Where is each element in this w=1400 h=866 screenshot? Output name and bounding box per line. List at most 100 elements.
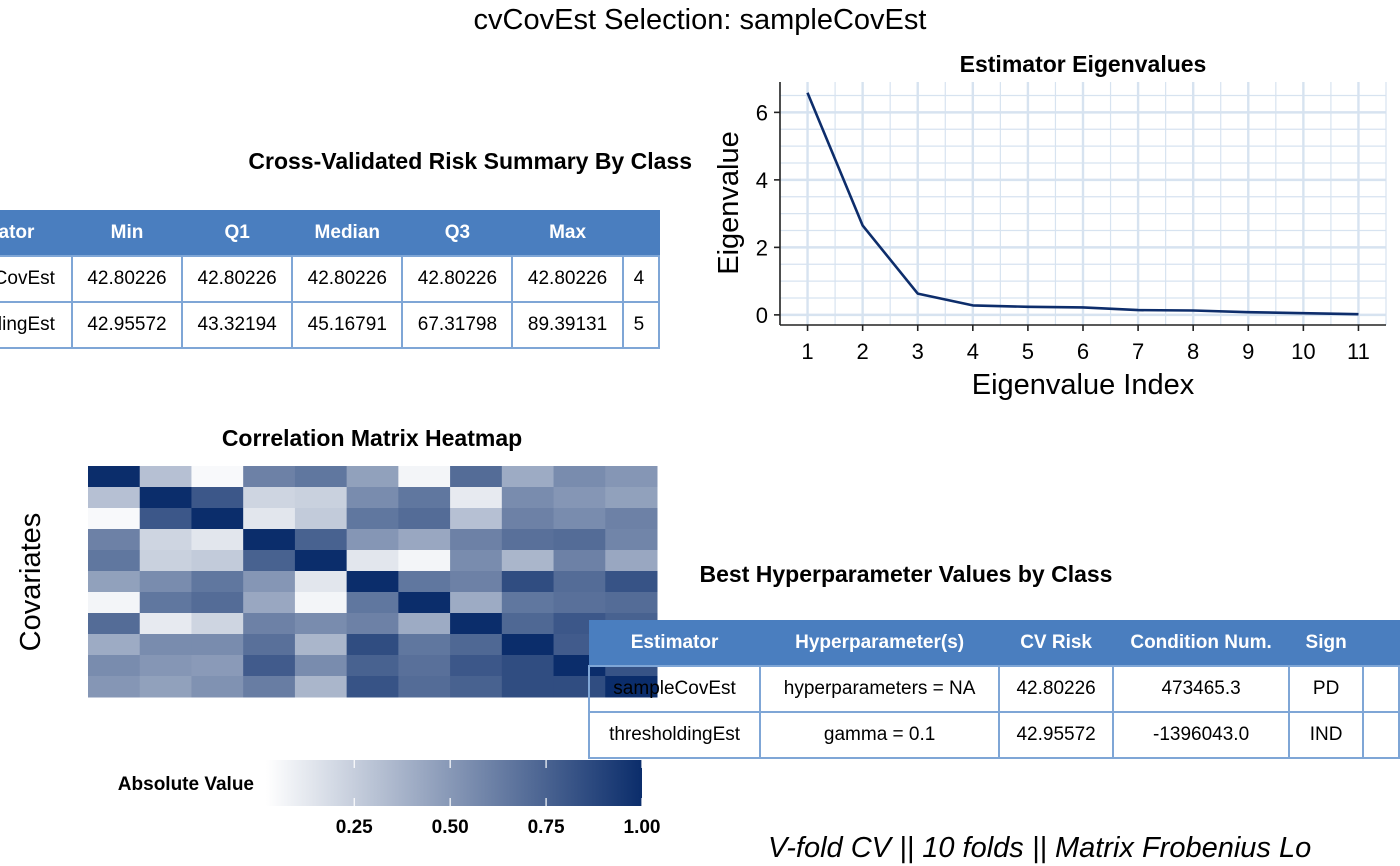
eigen-line — [806, 92, 1359, 316]
heatmap-cell — [243, 592, 296, 614]
eigen-x-tick-label: 9 — [1242, 339, 1254, 364]
risk-col-q3: Q3 — [401, 210, 513, 257]
heatmap-cell — [243, 487, 296, 509]
heatmap-cell — [605, 529, 658, 551]
correlation-heatmap: Correlation Matrix Heatmap Covariates Ab… — [15, 425, 661, 838]
heatmap-cell — [139, 571, 192, 593]
hyper-col-condition-num: Condition Num. — [1112, 620, 1290, 667]
hyper-cell: PD — [1288, 665, 1365, 713]
heatmap-cell — [294, 529, 348, 551]
heatmap-cell — [398, 508, 451, 530]
heatmap-cell — [450, 613, 503, 635]
eigen-x-axis-label: Eigenvalue Index — [972, 369, 1195, 401]
heatmap-cell — [294, 655, 348, 677]
heatmap-cell — [346, 571, 399, 593]
heatmap-cell — [294, 508, 348, 530]
heatmap-cell — [191, 529, 244, 551]
heatmap-cell — [501, 655, 555, 677]
heatmap-cell — [139, 487, 192, 509]
heatmap-cell — [243, 550, 296, 572]
eigen-x-tick-label: 4 — [967, 339, 979, 364]
eigen-y-tick-label: 2 — [756, 235, 768, 260]
heatmap-cell — [139, 466, 192, 488]
heatmap-cell — [398, 529, 451, 551]
heatmap-cell — [88, 613, 141, 635]
risk-col-q1: Q1 — [181, 210, 293, 257]
heatmap-cell — [191, 655, 244, 677]
heatmap-title: Correlation Matrix Heatmap — [222, 425, 522, 451]
risk-cell: 5 — [621, 301, 661, 349]
heatmap-cell — [605, 592, 658, 614]
eigen-x-tick-label: 11 — [1347, 339, 1370, 364]
heatmap-cell — [191, 592, 244, 614]
hyper-col-estimator: Estimator — [588, 620, 761, 667]
heatmap-legend-tick-label: 0.50 — [432, 817, 469, 838]
hyper-table-viewport[interactable]: Estimator Hyperparameter(s) CV Risk Cond… — [588, 620, 1400, 760]
heatmap-cell — [346, 466, 399, 488]
hyper-col-extra — [1362, 620, 1400, 667]
heatmap-cell — [88, 571, 141, 593]
heatmap-legend-title: Absolute Value — [118, 774, 254, 795]
hyper-table-header-row: Estimator Hyperparameter(s) CV Risk Cond… — [588, 620, 1400, 667]
risk-cell: 43.32194 — [181, 301, 294, 349]
hyper-table-title: Best Hyperparameter Values by Class — [699, 561, 1113, 587]
heatmap-cell — [243, 529, 296, 551]
heatmap-cells — [88, 466, 658, 698]
risk-col-max: Max — [511, 210, 624, 257]
page-title: cvCovEst Selection: sampleCovEst — [473, 4, 927, 36]
hyper-cell: 473465.3 — [1112, 665, 1291, 713]
heatmap-cell — [450, 508, 503, 530]
heatmap-cell — [346, 592, 399, 614]
risk-col-min: Min — [71, 210, 183, 257]
heatmap-cell — [553, 571, 606, 593]
risk-table-viewport[interactable]: ator Min Q1 Median Q3 Max CovEst 42.8022… — [0, 210, 700, 350]
eigen-series — [806, 92, 1359, 316]
heatmap-cell — [243, 676, 296, 698]
heatmap-cell — [450, 529, 503, 551]
heatmap-cell — [139, 676, 192, 698]
heatmap-cell — [501, 676, 555, 698]
heatmap-cell — [243, 655, 296, 677]
heatmap-cell — [139, 634, 192, 656]
risk-table: ator Min Q1 Median Q3 Max CovEst 42.8022… — [0, 210, 661, 349]
risk-cell: dingEst — [0, 301, 73, 349]
heatmap-cell — [88, 466, 141, 488]
risk-cell: 89.39131 — [511, 301, 624, 349]
heatmap-cell — [346, 655, 399, 677]
heatmap-legend-colorbar — [266, 760, 642, 806]
hyper-cell: IND — [1288, 711, 1365, 759]
heatmap-legend-tick-label: 0.25 — [336, 817, 373, 838]
risk-cell: 42.80226 — [291, 255, 404, 303]
heatmap-cell — [294, 634, 348, 656]
heatmap-cell — [501, 592, 555, 614]
heatmap-cell — [243, 466, 296, 488]
heatmap-cell — [553, 487, 606, 509]
heatmap-cell — [88, 487, 141, 509]
heatmap-cell — [294, 466, 348, 488]
heatmap-cell — [191, 613, 244, 635]
heatmap-cell — [450, 655, 503, 677]
eigen-grid — [779, 82, 1387, 325]
heatmap-cell — [553, 550, 606, 572]
heatmap-cell — [398, 487, 451, 509]
table-row: dingEst 42.95572 43.32194 45.16791 67.31… — [0, 301, 661, 349]
heatmap-cell — [346, 550, 399, 572]
eigen-y-tick-label: 4 — [756, 168, 768, 193]
heatmap-cell — [398, 676, 451, 698]
heatmap-cell — [450, 466, 503, 488]
heatmap-cell — [346, 676, 399, 698]
heatmap-cell — [88, 655, 141, 677]
heatmap-cell — [346, 529, 399, 551]
heatmap-cell — [605, 550, 658, 572]
hyper-col-hyperparameters: Hyperparameter(s) — [759, 620, 1000, 667]
heatmap-cell — [139, 550, 192, 572]
eigen-y-tick-label: 6 — [756, 100, 768, 125]
heatmap-cell — [398, 571, 451, 593]
heatmap-cell — [450, 676, 503, 698]
heatmap-cell — [501, 571, 555, 593]
eigen-x-tick-label: 7 — [1132, 339, 1144, 364]
heatmap-cell — [139, 508, 192, 530]
heatmap-cell — [88, 592, 141, 614]
heatmap-cell — [553, 592, 606, 614]
heatmap-legend-tick-label: 1.00 — [624, 817, 661, 838]
